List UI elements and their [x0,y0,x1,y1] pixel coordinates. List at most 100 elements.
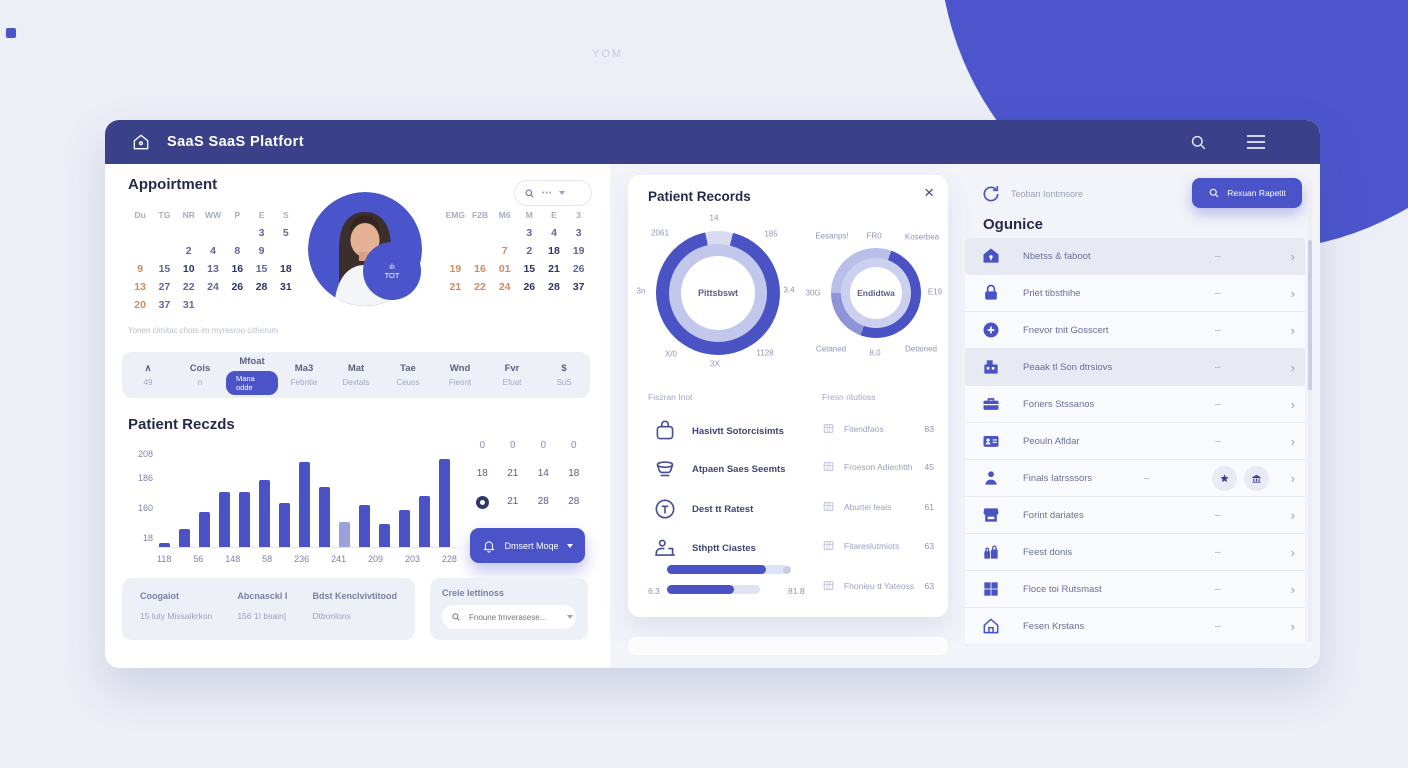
calendar-day[interactable]: 22 [182,281,195,293]
metric-list-item[interactable]: Fitendfaos 83 [822,422,934,435]
calendar-day[interactable]: 19 [449,263,462,275]
home-icon[interactable] [131,132,151,152]
calendar-day[interactable]: 9 [137,263,144,275]
calendar-day[interactable]: 2 [526,245,533,257]
chevron-right-icon[interactable]: › [1290,396,1295,412]
settings-row[interactable]: Peouln Afldar – › [965,423,1305,460]
chevron-right-icon[interactable]: › [1290,618,1295,634]
chevron-right-icon[interactable]: › [1290,544,1295,560]
calendar-day[interactable]: 13 [207,263,219,275]
scrollbar-thumb[interactable] [1308,240,1312,390]
calendar-day[interactable]: 3 [575,227,582,239]
calendar-day[interactable]: 22 [474,281,486,293]
calendar-day[interactable]: 26 [231,281,244,293]
chevron-right-icon[interactable]: › [1290,507,1295,523]
calendar-day[interactable]: 8 [234,245,241,257]
metric-list-item[interactable]: Fhonieu tt Yateoss 63 [822,579,934,592]
settings-row[interactable]: Forint dariates – › [965,497,1305,534]
week-strip-item[interactable]: Cois n [174,363,226,387]
mini-search[interactable] [442,605,576,629]
metric-list-item[interactable]: Froeson Adiechtth 45 [822,460,934,473]
calendar-day[interactable]: 13 [134,281,146,293]
report-button[interactable]: Rexuan Rapetit [1192,178,1302,208]
search-icon[interactable] [1189,133,1208,152]
calendar-day[interactable]: 20 [134,299,146,311]
reminder-button[interactable]: Dmsert Moqe [470,528,585,563]
settings-row[interactable]: Nbetss & faboot – › [965,238,1305,275]
calendar-day[interactable]: 31 [280,281,292,293]
calendar-day[interactable]: 26 [572,263,585,275]
chevron-right-icon[interactable]: › [1290,581,1295,597]
calendar-day[interactable]: 16 [474,263,486,275]
calendar-day[interactable]: 01 [498,263,511,275]
week-strip-item[interactable]: Mfoat Mana odde [226,356,278,395]
record-list-item[interactable]: Hasivtt Sotorcisimts [652,418,784,444]
settings-row[interactable]: Foners Stssanos – › [965,386,1305,423]
calendar-day[interactable]: 16 [231,263,244,275]
calendar-day[interactable]: 28 [548,281,560,293]
calendar-day[interactable]: 15 [523,263,536,275]
chevron-right-icon[interactable]: › [1290,470,1295,486]
calendar-day[interactable]: 9 [258,245,265,257]
settings-row[interactable]: Fesen Krstans – › [965,608,1305,645]
progress-bar [667,565,788,574]
calendar-day[interactable]: 21 [449,281,462,293]
week-strip-item[interactable]: Tae Ceuos [382,363,434,387]
calendar-day[interactable]: 19 [572,245,585,257]
chevron-right-icon[interactable]: › [1290,359,1295,375]
chevron-right-icon[interactable]: › [1290,322,1295,338]
settings-row[interactable]: Peaak tl Son dtrsiovs – › [965,349,1305,386]
calendar-day[interactable]: 5 [282,227,289,239]
refresh-icon[interactable] [981,184,1001,204]
star-icon[interactable] [1212,465,1237,491]
record-list-item[interactable]: Atpaen Saes Seemts [652,456,785,482]
progress-label: 6.3 [648,586,660,596]
mini-search-input[interactable] [467,611,561,623]
settings-row[interactable]: Priet tibsthihe – › [965,275,1305,312]
calendar-day[interactable]: 24 [498,281,511,293]
week-strip-item[interactable]: Fvr Efuat [486,363,538,387]
record-list-item[interactable]: Dest tt Ratest [652,496,753,522]
calendar-day[interactable]: 24 [207,281,219,293]
calendar-day[interactable]: 37 [158,299,171,311]
calendar-day[interactable]: 3 [526,227,533,239]
week-strip-item[interactable]: Wnd Fleont [434,363,486,387]
calendar-day[interactable]: 28 [255,281,268,293]
calendar-day[interactable]: 21 [548,263,560,275]
calendar-day[interactable]: 2 [185,245,192,257]
chevron-right-icon[interactable]: › [1290,433,1295,449]
calendar-day-header: E [258,210,265,220]
settings-row[interactable]: Fnevor tnit Gosscert – › [965,312,1305,349]
week-strip-item[interactable]: $ SuS [538,363,590,387]
calendar-day[interactable]: 3 [258,227,265,239]
selected-pill[interactable]: Mana odde [226,370,278,395]
settings-row[interactable]: Finals Iatrsssors – › [965,460,1305,497]
calendar-day[interactable]: 18 [548,245,560,257]
calendar-day[interactable]: 18 [280,263,292,275]
metric-list-item[interactable]: Fitareslutmiots 63 [822,539,934,552]
metric-list-item[interactable]: Aburtei Ieais 61 [822,500,934,513]
settings-row[interactable]: Floce toi Rutsmast – › [965,571,1305,608]
calendar-day[interactable]: 15 [158,263,171,275]
week-strip-item[interactable]: Mat Devtats [330,363,382,387]
settings-row[interactable]: Feest donis – › [965,534,1305,571]
calendar-day[interactable]: 4 [210,245,216,257]
calendar-day[interactable]: 10 [182,263,195,275]
record-list-item[interactable]: Sthptt Ciastes [652,535,756,561]
menu-icon[interactable] [1246,135,1266,149]
avatar-badge[interactable]: ılı TOT [363,242,421,300]
calendar-day[interactable]: 37 [572,281,585,293]
bank-icon[interactable] [1244,465,1269,491]
calendar-day[interactable]: 15 [255,263,268,275]
chevron-right-icon[interactable]: › [1290,248,1295,264]
chevron-right-icon[interactable]: › [1290,285,1295,301]
calendar-day[interactable]: 31 [182,299,195,311]
week-strip-item[interactable]: ∧ 49 [122,363,174,387]
week-strip-item[interactable]: Ma3 Febntie [278,363,330,387]
calendar-day[interactable]: 26 [523,281,536,293]
appointments-search-pill[interactable]: ••• [514,180,592,206]
close-icon[interactable]: × [924,183,934,202]
calendar-day[interactable]: 4 [551,227,557,239]
calendar-day[interactable]: 27 [158,281,171,293]
calendar-day[interactable]: 7 [501,245,508,257]
